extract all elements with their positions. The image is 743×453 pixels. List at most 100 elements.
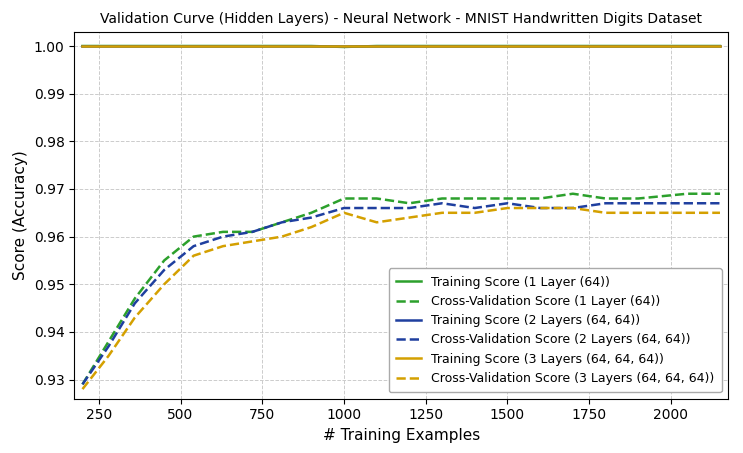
Cross-Validation Score (3 Layers (64, 64, 64)) — [248, 239, 257, 244]
Training Score (2 Layers (64, 64)) — [683, 43, 692, 49]
Training Score (3 Layers (64, 64, 64)) — [340, 43, 348, 49]
Training Score (1 Layer (64)) — [568, 43, 577, 49]
Training Score (3 Layers (64, 64, 64)) — [568, 43, 577, 49]
Cross-Validation Score (1 Layer (64)) — [104, 339, 113, 344]
Cross-Validation Score (2 Layers (64, 64)) — [372, 205, 381, 211]
Cross-Validation Score (1 Layer (64)) — [503, 196, 512, 201]
Training Score (3 Layers (64, 64, 64)) — [218, 43, 227, 49]
Cross-Validation Score (2 Layers (64, 64)) — [568, 205, 577, 211]
Cross-Validation Score (3 Layers (64, 64, 64)) — [470, 210, 479, 216]
Cross-Validation Score (1 Layer (64)) — [340, 196, 348, 201]
Y-axis label: Score (Accuracy): Score (Accuracy) — [13, 150, 28, 280]
Cross-Validation Score (2 Layers (64, 64)) — [634, 201, 643, 206]
Cross-Validation Score (3 Layers (64, 64, 64)) — [634, 210, 643, 216]
Cross-Validation Score (2 Layers (64, 64)) — [218, 234, 227, 239]
Training Score (1 Layer (64)) — [340, 44, 348, 50]
Training Score (1 Layer (64)) — [78, 43, 87, 49]
Cross-Validation Score (2 Layers (64, 64)) — [601, 201, 610, 206]
Training Score (3 Layers (64, 64, 64)) — [503, 43, 512, 49]
Cross-Validation Score (3 Layers (64, 64, 64)) — [78, 386, 87, 392]
Training Score (3 Layers (64, 64, 64)) — [634, 43, 643, 49]
Cross-Validation Score (2 Layers (64, 64)) — [683, 201, 692, 206]
Training Score (2 Layers (64, 64)) — [130, 43, 139, 49]
Training Score (3 Layers (64, 64, 64)) — [248, 43, 257, 49]
Cross-Validation Score (3 Layers (64, 64, 64)) — [568, 205, 577, 211]
Training Score (3 Layers (64, 64, 64)) — [277, 43, 286, 49]
Cross-Validation Score (1 Layer (64)) — [536, 196, 545, 201]
Training Score (3 Layers (64, 64, 64)) — [405, 43, 414, 49]
Training Score (1 Layer (64)) — [372, 43, 381, 49]
Training Score (2 Layers (64, 64)) — [503, 43, 512, 49]
Training Score (3 Layers (64, 64, 64)) — [189, 43, 198, 49]
Training Score (2 Layers (64, 64)) — [438, 43, 447, 49]
Training Score (3 Layers (64, 64, 64)) — [104, 43, 113, 49]
Cross-Validation Score (3 Layers (64, 64, 64)) — [218, 243, 227, 249]
Cross-Validation Score (3 Layers (64, 64, 64)) — [601, 210, 610, 216]
Cross-Validation Score (1 Layer (64)) — [78, 381, 87, 387]
Training Score (1 Layer (64)) — [470, 43, 479, 49]
Training Score (1 Layer (64)) — [218, 43, 227, 49]
Training Score (1 Layer (64)) — [248, 43, 257, 49]
Cross-Validation Score (3 Layers (64, 64, 64)) — [189, 253, 198, 258]
Training Score (3 Layers (64, 64, 64)) — [438, 43, 447, 49]
Training Score (3 Layers (64, 64, 64)) — [683, 43, 692, 49]
Cross-Validation Score (1 Layer (64)) — [248, 229, 257, 235]
Cross-Validation Score (3 Layers (64, 64, 64)) — [160, 282, 169, 287]
Training Score (1 Layer (64)) — [601, 43, 610, 49]
Cross-Validation Score (2 Layers (64, 64)) — [277, 220, 286, 225]
Cross-Validation Score (1 Layer (64)) — [218, 229, 227, 235]
Training Score (2 Layers (64, 64)) — [189, 43, 198, 49]
Title: Validation Curve (Hidden Layers) - Neural Network - MNIST Handwritten Digits Dat: Validation Curve (Hidden Layers) - Neura… — [100, 12, 702, 26]
Cross-Validation Score (1 Layer (64)) — [405, 201, 414, 206]
Cross-Validation Score (2 Layers (64, 64)) — [536, 205, 545, 211]
Cross-Validation Score (2 Layers (64, 64)) — [130, 301, 139, 306]
Cross-Validation Score (3 Layers (64, 64, 64)) — [340, 210, 348, 216]
Training Score (3 Layers (64, 64, 64)) — [372, 43, 381, 49]
Training Score (2 Layers (64, 64)) — [405, 43, 414, 49]
Cross-Validation Score (2 Layers (64, 64)) — [307, 215, 316, 220]
Training Score (2 Layers (64, 64)) — [78, 43, 87, 49]
Training Score (3 Layers (64, 64, 64)) — [78, 43, 87, 49]
Cross-Validation Score (3 Layers (64, 64, 64)) — [405, 215, 414, 220]
Line: Cross-Validation Score (3 Layers (64, 64, 64)): Cross-Validation Score (3 Layers (64, 64… — [82, 208, 720, 389]
Training Score (1 Layer (64)) — [160, 43, 169, 49]
Cross-Validation Score (2 Layers (64, 64)) — [503, 201, 512, 206]
Cross-Validation Score (1 Layer (64)) — [601, 196, 610, 201]
Training Score (1 Layer (64)) — [634, 43, 643, 49]
Cross-Validation Score (2 Layers (64, 64)) — [470, 205, 479, 211]
Cross-Validation Score (2 Layers (64, 64)) — [189, 243, 198, 249]
Training Score (2 Layers (64, 64)) — [601, 43, 610, 49]
Cross-Validation Score (3 Layers (64, 64, 64)) — [104, 353, 113, 358]
Cross-Validation Score (2 Layers (64, 64)) — [160, 267, 169, 273]
Training Score (2 Layers (64, 64)) — [218, 43, 227, 49]
Cross-Validation Score (1 Layer (64)) — [568, 191, 577, 197]
Cross-Validation Score (3 Layers (64, 64, 64)) — [307, 224, 316, 230]
Training Score (2 Layers (64, 64)) — [470, 43, 479, 49]
Cross-Validation Score (1 Layer (64)) — [307, 210, 316, 216]
Training Score (2 Layers (64, 64)) — [307, 43, 316, 49]
Cross-Validation Score (3 Layers (64, 64, 64)) — [130, 315, 139, 320]
Training Score (2 Layers (64, 64)) — [634, 43, 643, 49]
Line: Cross-Validation Score (1 Layer (64)): Cross-Validation Score (1 Layer (64)) — [82, 194, 720, 384]
Training Score (2 Layers (64, 64)) — [248, 43, 257, 49]
Cross-Validation Score (1 Layer (64)) — [189, 234, 198, 239]
Cross-Validation Score (1 Layer (64)) — [634, 196, 643, 201]
Legend: Training Score (1 Layer (64)), Cross-Validation Score (1 Layer (64)), Training S: Training Score (1 Layer (64)), Cross-Val… — [389, 268, 722, 392]
Line: Cross-Validation Score (2 Layers (64, 64)): Cross-Validation Score (2 Layers (64, 64… — [82, 203, 720, 384]
Cross-Validation Score (2 Layers (64, 64)) — [405, 205, 414, 211]
Training Score (2 Layers (64, 64)) — [160, 43, 169, 49]
Cross-Validation Score (3 Layers (64, 64, 64)) — [683, 210, 692, 216]
Training Score (3 Layers (64, 64, 64)) — [470, 43, 479, 49]
Training Score (1 Layer (64)) — [683, 43, 692, 49]
Training Score (2 Layers (64, 64)) — [568, 43, 577, 49]
Training Score (2 Layers (64, 64)) — [340, 43, 348, 49]
X-axis label: # Training Examples: # Training Examples — [322, 428, 480, 443]
Training Score (3 Layers (64, 64, 64)) — [601, 43, 610, 49]
Training Score (1 Layer (64)) — [307, 43, 316, 49]
Cross-Validation Score (3 Layers (64, 64, 64)) — [372, 220, 381, 225]
Cross-Validation Score (1 Layer (64)) — [683, 191, 692, 197]
Training Score (1 Layer (64)) — [536, 43, 545, 49]
Training Score (1 Layer (64)) — [716, 43, 724, 49]
Cross-Validation Score (3 Layers (64, 64, 64)) — [277, 234, 286, 239]
Cross-Validation Score (3 Layers (64, 64, 64)) — [503, 205, 512, 211]
